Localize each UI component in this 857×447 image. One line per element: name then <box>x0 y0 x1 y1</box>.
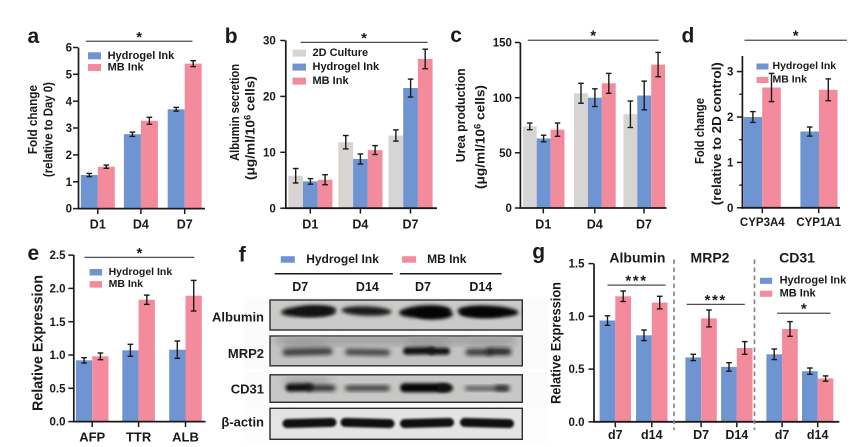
svg-text:D7: D7 <box>403 217 419 231</box>
svg-text:D7: D7 <box>292 280 308 294</box>
svg-text:ALB: ALB <box>172 429 199 444</box>
svg-text:Albumin: Albumin <box>609 250 665 266</box>
svg-text:2D Culture: 2D Culture <box>313 47 369 59</box>
svg-text:Albumin: Albumin <box>212 309 264 324</box>
svg-text:Relative Expression: Relative Expression <box>549 282 564 404</box>
svg-text:3: 3 <box>727 67 733 79</box>
svg-text:0.5: 0.5 <box>569 364 586 376</box>
svg-text:e: e <box>28 242 40 265</box>
svg-text:0.5: 0.5 <box>50 383 67 395</box>
svg-text:100: 100 <box>493 93 512 105</box>
svg-text:AFP: AFP <box>79 429 105 444</box>
svg-text:10: 10 <box>263 147 276 159</box>
svg-text:MB Ink: MB Ink <box>773 74 808 86</box>
svg-text:d7: d7 <box>775 428 790 442</box>
svg-text:Relative Expression: Relative Expression <box>30 275 46 411</box>
svg-text:CD31: CD31 <box>231 381 264 396</box>
svg-text:0: 0 <box>505 203 511 215</box>
svg-text:(relative to 2D control): (relative to 2D control) <box>709 62 724 205</box>
svg-text:d14: d14 <box>641 428 663 442</box>
svg-text:D1: D1 <box>90 217 106 231</box>
svg-text:0.0: 0.0 <box>50 417 66 429</box>
svg-text:D7: D7 <box>415 280 431 294</box>
svg-text:30: 30 <box>263 36 276 48</box>
svg-text:3: 3 <box>66 123 72 135</box>
svg-text:*: * <box>361 30 367 47</box>
svg-text:*: * <box>136 245 142 262</box>
svg-text:*: * <box>801 301 807 318</box>
svg-text:0: 0 <box>269 203 275 215</box>
svg-text:1: 1 <box>727 158 734 170</box>
svg-text:D7: D7 <box>636 217 652 231</box>
svg-text:CD31: CD31 <box>779 250 815 266</box>
svg-text:0: 0 <box>727 203 733 215</box>
svg-text:2.5: 2.5 <box>50 250 67 262</box>
svg-text:MB Ink: MB Ink <box>780 287 817 299</box>
svg-text:Hydrogel Ink: Hydrogel Ink <box>313 61 381 73</box>
svg-text:6: 6 <box>66 43 72 55</box>
svg-text:50: 50 <box>499 148 512 160</box>
svg-text:CYP3A4: CYP3A4 <box>740 217 785 229</box>
svg-text:4: 4 <box>66 96 73 108</box>
svg-text:f: f <box>239 244 247 267</box>
svg-text:Hydrogel Ink: Hydrogel Ink <box>306 252 379 266</box>
svg-text:20: 20 <box>263 92 276 104</box>
svg-text:MRP2: MRP2 <box>228 346 264 361</box>
svg-text:Albumin secretion: Albumin secretion <box>227 64 242 161</box>
svg-text:D7: D7 <box>693 428 709 442</box>
svg-text:2: 2 <box>66 150 72 162</box>
svg-text:1: 1 <box>66 177 73 189</box>
svg-text:g: g <box>532 240 545 263</box>
svg-text:Hydrogel Ink: Hydrogel Ink <box>109 266 173 278</box>
svg-text:5: 5 <box>66 69 73 81</box>
svg-text:Hydrogel Ink: Hydrogel Ink <box>780 274 848 286</box>
svg-text:d7: d7 <box>608 428 623 442</box>
svg-text:*: * <box>793 28 799 45</box>
svg-text:D14: D14 <box>356 280 379 294</box>
svg-text:(relative to Day 0): (relative to Day 0) <box>41 82 56 177</box>
svg-text:D14: D14 <box>725 428 748 442</box>
svg-text:Fold change: Fold change <box>692 98 707 164</box>
svg-text:2: 2 <box>727 112 733 124</box>
svg-text:1.5: 1.5 <box>569 259 586 271</box>
svg-text:Hydrogel Ink: Hydrogel Ink <box>773 60 837 72</box>
svg-text:c: c <box>450 24 462 47</box>
svg-text:***: *** <box>705 292 727 309</box>
svg-text:Fold change: Fold change <box>25 85 40 154</box>
svg-text:MRP2: MRP2 <box>691 250 730 266</box>
svg-text:Hydrogel Ink: Hydrogel Ink <box>108 50 176 62</box>
svg-text:b: b <box>225 25 238 48</box>
svg-text:D14: D14 <box>469 280 492 294</box>
svg-text:MB Ink: MB Ink <box>109 278 144 290</box>
svg-text:***: *** <box>625 273 647 290</box>
svg-text:D4: D4 <box>352 217 368 231</box>
svg-text:D7: D7 <box>177 217 193 231</box>
svg-text:*: * <box>590 28 596 45</box>
svg-text:D4: D4 <box>587 217 603 231</box>
svg-text:MB Ink: MB Ink <box>108 62 145 74</box>
svg-text:(μg/ml/106 cells): (μg/ml/106 cells) <box>473 85 488 189</box>
svg-text:a: a <box>28 25 40 48</box>
svg-text:150: 150 <box>493 38 512 50</box>
svg-text:MB Ink: MB Ink <box>427 252 467 266</box>
svg-text:D1: D1 <box>302 217 318 231</box>
svg-text:Urea production: Urea production <box>453 68 468 162</box>
svg-text:d: d <box>682 25 695 48</box>
svg-text:D1: D1 <box>535 217 551 231</box>
svg-text:D4: D4 <box>133 217 149 231</box>
svg-text:(μg/ml/106 cells): (μg/ml/106 cells) <box>243 76 258 180</box>
svg-text:1.0: 1.0 <box>50 350 66 362</box>
svg-text:0: 0 <box>66 204 72 216</box>
svg-text:1.0: 1.0 <box>569 311 585 323</box>
svg-text:d14: d14 <box>807 428 829 442</box>
svg-text:1.5: 1.5 <box>50 317 67 329</box>
svg-text:β-actin: β-actin <box>221 415 264 430</box>
svg-text:2.0: 2.0 <box>50 284 66 296</box>
svg-text:TTR: TTR <box>126 429 152 444</box>
svg-text:*: * <box>136 29 142 46</box>
svg-text:CYP1A1: CYP1A1 <box>796 217 841 229</box>
svg-text:0.0: 0.0 <box>569 417 585 429</box>
svg-text:MB Ink: MB Ink <box>313 75 350 87</box>
